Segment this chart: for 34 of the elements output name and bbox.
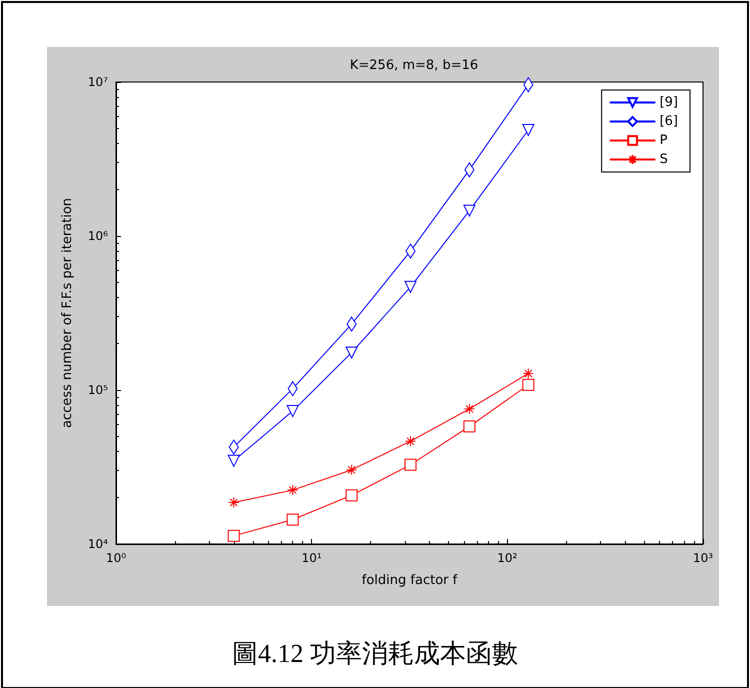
point (463, 204, 476, 217)
y-tick-label: 10⁷ (88, 75, 108, 89)
legend-label: P (660, 133, 668, 148)
chart-title: K=256, m=8, b=16 (350, 58, 478, 73)
point (346, 346, 358, 359)
x-tick-label: 10³ (692, 551, 714, 565)
point (228, 454, 240, 467)
point (522, 368, 534, 379)
y-tick-label: 10⁶ (88, 229, 108, 243)
x-tick-label: 10¹ (302, 551, 322, 565)
legend-label: [6] (660, 114, 678, 129)
point (522, 378, 534, 391)
point (286, 514, 299, 526)
legend-label: S (660, 152, 668, 167)
point (346, 464, 358, 476)
y-axis-title: access number of F.F.s per iteration (60, 198, 75, 428)
point (228, 530, 240, 542)
x-tick-label: 10² (497, 551, 518, 565)
point (287, 484, 298, 496)
x-tick-label: 10⁰ (106, 551, 126, 565)
point (404, 280, 417, 293)
point (463, 420, 476, 432)
point (228, 496, 240, 508)
x-axis-title: folding factor f (362, 573, 458, 588)
point (346, 489, 358, 502)
y-tick-label: 10⁴ (88, 537, 108, 551)
caption: 圖4.12 功率消耗成本函數 (231, 638, 519, 670)
point (286, 405, 299, 418)
point (464, 403, 475, 414)
point (522, 124, 534, 136)
point (404, 458, 417, 471)
point (405, 436, 416, 447)
y-tick-label: 10⁵ (88, 383, 108, 397)
legend-label: [9] (660, 95, 678, 110)
